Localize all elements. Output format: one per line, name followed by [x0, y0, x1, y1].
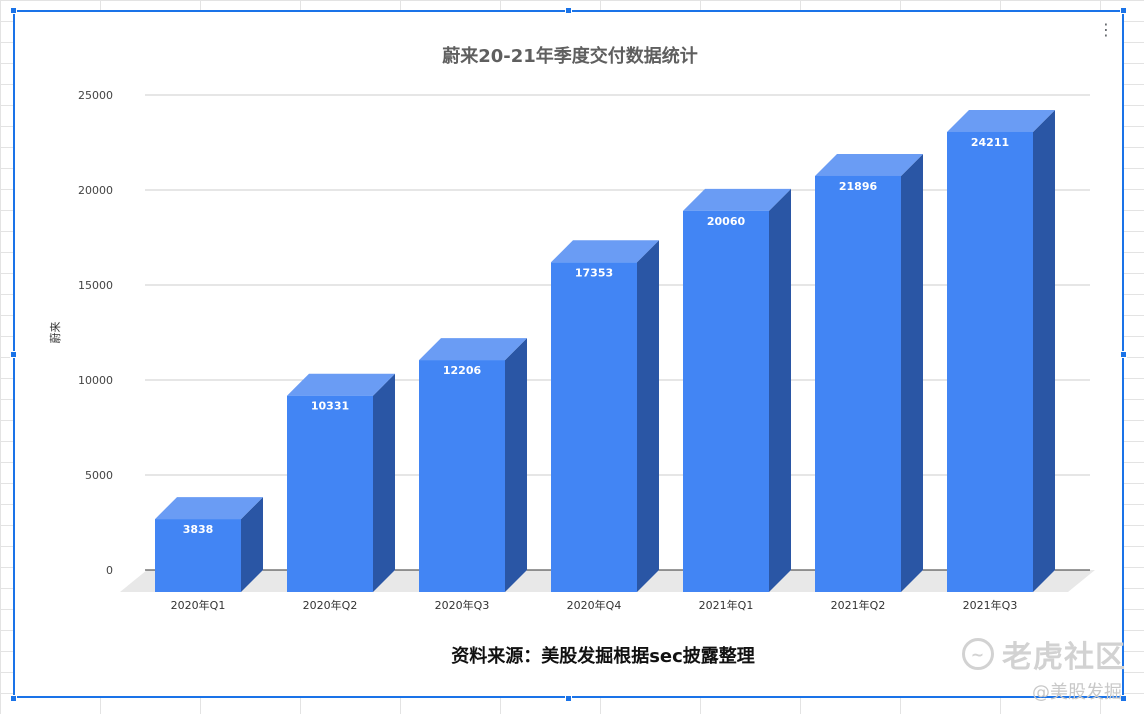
- watermark-text: 老虎社区: [1002, 640, 1126, 675]
- bar-side: [901, 153, 923, 592]
- y-tick-label: 15000: [78, 279, 113, 292]
- resize-handle-right[interactable]: [1120, 351, 1127, 358]
- bar-side: [1033, 109, 1055, 592]
- watermark: ~ 老虎社区: [962, 632, 1126, 676]
- x-tick-label: 2021年Q3: [963, 598, 1018, 612]
- resize-handle-bottom[interactable]: [565, 695, 572, 702]
- bar-top: [551, 240, 659, 263]
- data-label: 20060: [707, 215, 746, 228]
- more-vert-icon[interactable]: ⋮: [1098, 20, 1114, 39]
- x-tick-label: 2020年Q3: [435, 598, 490, 612]
- bar: [155, 519, 241, 592]
- y-tick-label: 10000: [78, 374, 113, 387]
- bar-side: [637, 240, 659, 592]
- y-tick-label: 5000: [85, 469, 113, 482]
- tiger-logo-icon: ~: [962, 638, 994, 670]
- bar: [419, 360, 505, 592]
- y-axis-label: 蔚来: [49, 322, 62, 344]
- resize-handle-top-right[interactable]: [1120, 7, 1127, 14]
- bar: [551, 262, 637, 592]
- chart-source-note: 资料来源：美股发掘根据sec披露整理: [451, 645, 755, 667]
- y-tick-label: 25000: [78, 89, 113, 102]
- data-label: 21896: [839, 180, 878, 193]
- bar-top: [815, 153, 923, 176]
- bar: [287, 395, 373, 592]
- bar-side: [241, 497, 263, 592]
- x-tick-label: 2021年Q1: [699, 598, 754, 612]
- resize-handle-top-left[interactable]: [10, 7, 17, 14]
- chart-container[interactable]: 蔚来20-21年季度交付数据统计 0 5000 10000 15000 20000 2500…: [13, 10, 1124, 698]
- bar-side: [505, 338, 527, 592]
- x-tick-label: 2020年Q4: [567, 598, 622, 612]
- bar: [815, 175, 901, 592]
- chart-title: 蔚来20-21年季度交付数据统计: [442, 45, 698, 67]
- x-tick-label: 2020年Q2: [303, 598, 358, 612]
- data-label: 10331: [311, 400, 349, 413]
- watermark-handle: @美股发掘: [1032, 682, 1122, 703]
- bar-top: [155, 497, 263, 520]
- bar-chart: 蔚来20-21年季度交付数据统计 0 5000 10000 15000 20000 2500…: [49, 45, 1095, 667]
- resize-handle-top[interactable]: [565, 7, 572, 14]
- resize-handle-bottom-left[interactable]: [10, 695, 17, 702]
- x-tick-label: 2021年Q2: [831, 598, 886, 612]
- bar-top: [419, 338, 527, 361]
- data-label: 3838: [183, 523, 214, 536]
- resize-handle-bottom-right[interactable]: [1120, 695, 1127, 702]
- y-tick-label: 0: [106, 564, 113, 577]
- bar-side: [769, 188, 791, 593]
- data-label: 12206: [443, 364, 482, 377]
- data-label: 24211: [971, 136, 1009, 149]
- y-tick-label: 20000: [78, 184, 113, 197]
- bar-top: [683, 188, 791, 211]
- bar-top: [947, 109, 1055, 132]
- data-label: 17353: [575, 266, 613, 279]
- x-tick-label: 2020年Q1: [171, 598, 226, 612]
- bar: [683, 210, 769, 593]
- bar: [947, 131, 1033, 592]
- bar-top: [287, 373, 395, 396]
- bar-side: [373, 373, 395, 592]
- resize-handle-left[interactable]: [10, 351, 17, 358]
